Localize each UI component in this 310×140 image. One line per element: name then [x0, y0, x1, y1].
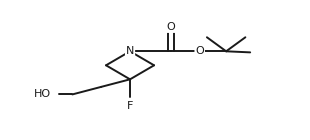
Text: O: O — [195, 46, 204, 56]
Text: O: O — [166, 22, 175, 32]
Text: F: F — [127, 101, 133, 111]
Text: N: N — [126, 46, 134, 56]
Text: HO: HO — [34, 89, 51, 99]
